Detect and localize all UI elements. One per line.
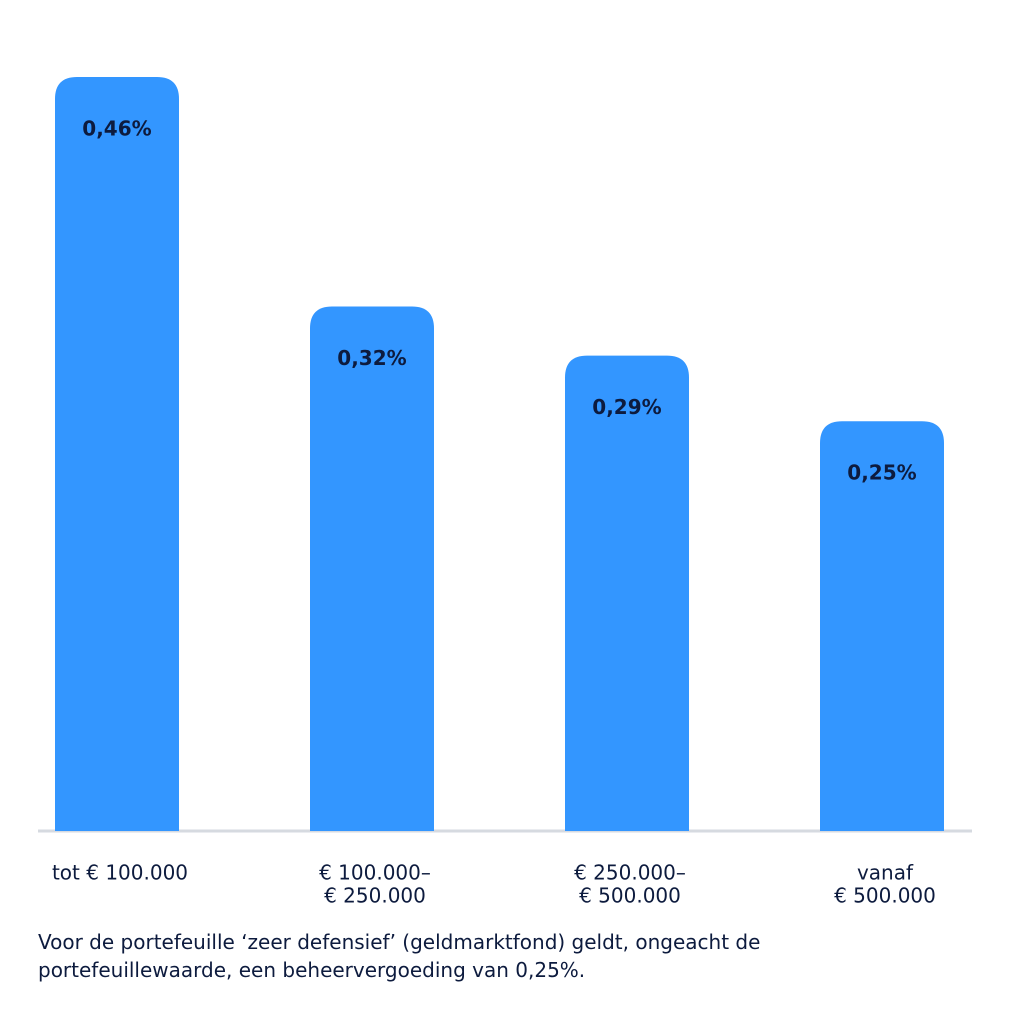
bar: [310, 306, 434, 831]
x-tick-label: € 250.000: [324, 884, 426, 908]
x-tick-label: € 500.000: [579, 884, 681, 908]
bar: [565, 355, 689, 831]
x-tick-label: vanaf: [857, 861, 914, 885]
bar: [55, 77, 179, 831]
footnote: Voor de portefeuille ‘zeer defensief’ (g…: [38, 930, 761, 982]
value-label: 0,46%: [82, 117, 151, 141]
x-tick-label: tot € 100.000: [52, 861, 188, 885]
value-label: 0,32%: [337, 346, 406, 370]
x-tick-label: € 250.000–: [574, 861, 686, 885]
x-tick-label: € 100.000–: [319, 861, 431, 885]
x-tick-label: € 500.000: [834, 884, 936, 908]
value-label: 0,25%: [847, 461, 916, 485]
value-label: 0,29%: [592, 395, 661, 419]
bar: [820, 421, 944, 831]
